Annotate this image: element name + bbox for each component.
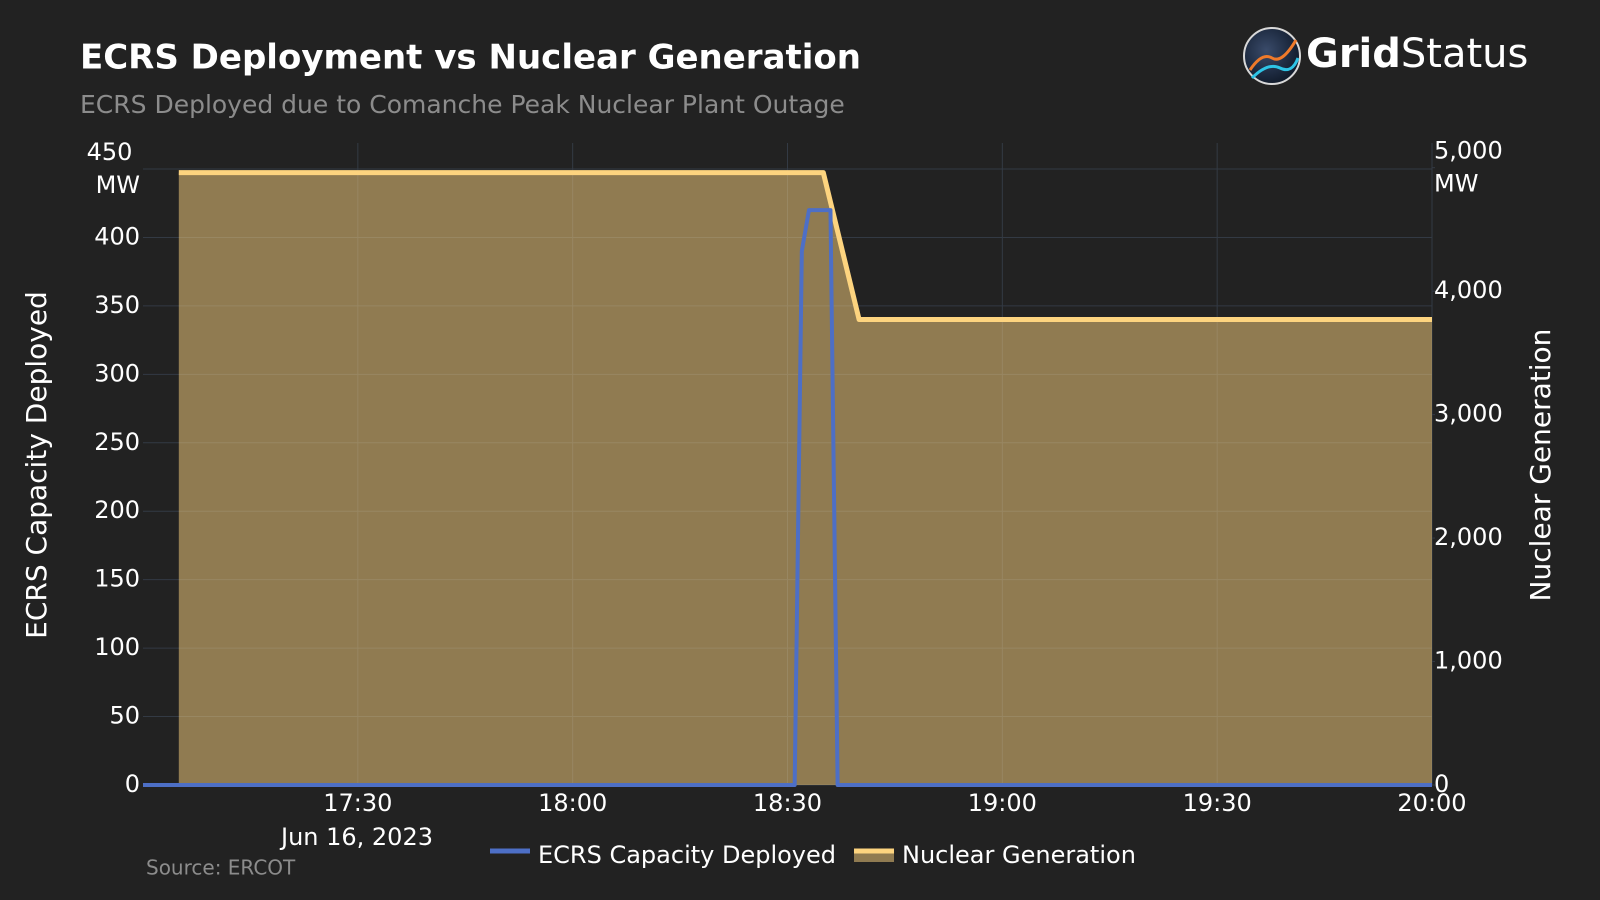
- y-tick-label: 0: [125, 770, 140, 798]
- y-axis-title: ECRS Capacity Deployed: [20, 291, 53, 639]
- x-date-label: Jun 16, 2023: [279, 823, 433, 851]
- y2-axis-title: Nuclear Generation: [1524, 329, 1557, 602]
- y-tick-label: 150: [94, 565, 140, 593]
- y-tick-label: 350: [94, 291, 140, 319]
- logo: GridStatus: [1243, 27, 1528, 85]
- y2-tick-label: 5,000 MW: [1434, 137, 1510, 198]
- line: [143, 208, 1432, 787]
- source-note: Source: ERCOT: [146, 856, 296, 880]
- logo-regular: Status: [1401, 31, 1528, 77]
- logo-text: GridStatus: [1306, 31, 1528, 77]
- y-tick-label: 50: [109, 702, 140, 730]
- x-tick-label: 19:30: [1183, 789, 1252, 817]
- y-tick-label: 250: [94, 428, 140, 456]
- area: [178, 172, 1433, 786]
- y-tick-label: 300: [94, 359, 140, 387]
- logo-spark: [1248, 39, 1298, 71]
- x-tick-label: 18:30: [753, 789, 822, 817]
- x-tick-label: 20:00: [1397, 789, 1466, 817]
- y-tick-label: 450 MW: [87, 138, 140, 199]
- line: [178, 170, 1432, 323]
- x-tick-label: 19:00: [968, 789, 1037, 817]
- y2-tick-label: 2,000: [1434, 523, 1503, 551]
- chart-subtitle: ECRS Deployed due to Comanche Peak Nucle…: [80, 90, 845, 119]
- y2-tick-label: 3,000: [1434, 400, 1503, 428]
- y2-tick-label: 1,000: [1434, 647, 1503, 675]
- chart-title: ECRS Deployment vs Nuclear Generation: [80, 38, 861, 78]
- y-tick-label: 400: [94, 222, 140, 250]
- legend-item: Nuclear Generation: [854, 841, 1136, 869]
- y-tick-label: 100: [94, 633, 140, 661]
- x-tick-label: 17:30: [323, 789, 392, 817]
- logo-spark: [1250, 57, 1300, 80]
- legend-label: ECRS Capacity Deployed: [538, 841, 836, 869]
- logo-bold: Grid: [1306, 31, 1401, 77]
- legend-item: ECRS Capacity Deployed: [490, 841, 836, 869]
- y2-tick-label: 0: [1434, 770, 1449, 798]
- x-tick-label: 18:00: [538, 789, 607, 817]
- legend-label: Nuclear Generation: [902, 841, 1136, 869]
- y2-tick-label: 4,000: [1434, 276, 1503, 304]
- y-tick-label: 200: [94, 496, 140, 524]
